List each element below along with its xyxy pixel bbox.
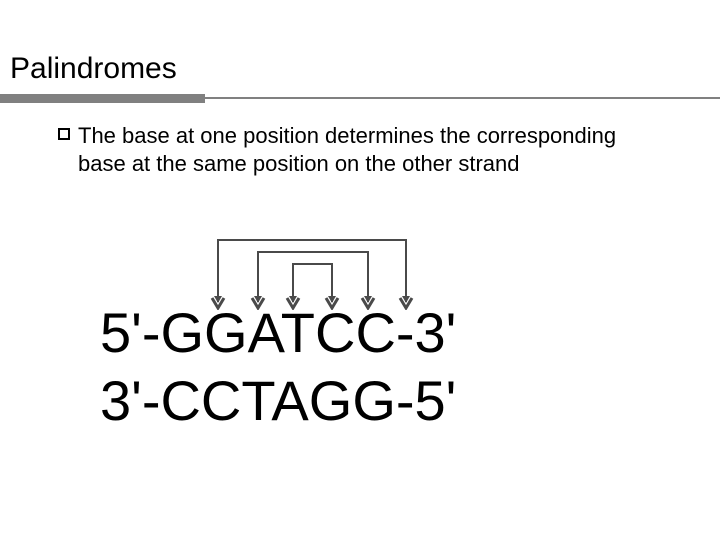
bullet-text: The base at one position determines the … (78, 122, 658, 177)
slide-title: Palindromes (10, 52, 177, 86)
palindrome-diagram: 5'-GGATCC-3' 3'-CCTAGG-5' (100, 238, 620, 488)
title-underline (0, 94, 720, 104)
bullet-point: The base at one position determines the … (58, 122, 658, 177)
sequence-top: 5'-GGATCC-3' (100, 300, 456, 365)
sequence-bottom: 3'-CCTAGG-5' (100, 368, 456, 433)
bullet-marker-icon (58, 128, 70, 140)
